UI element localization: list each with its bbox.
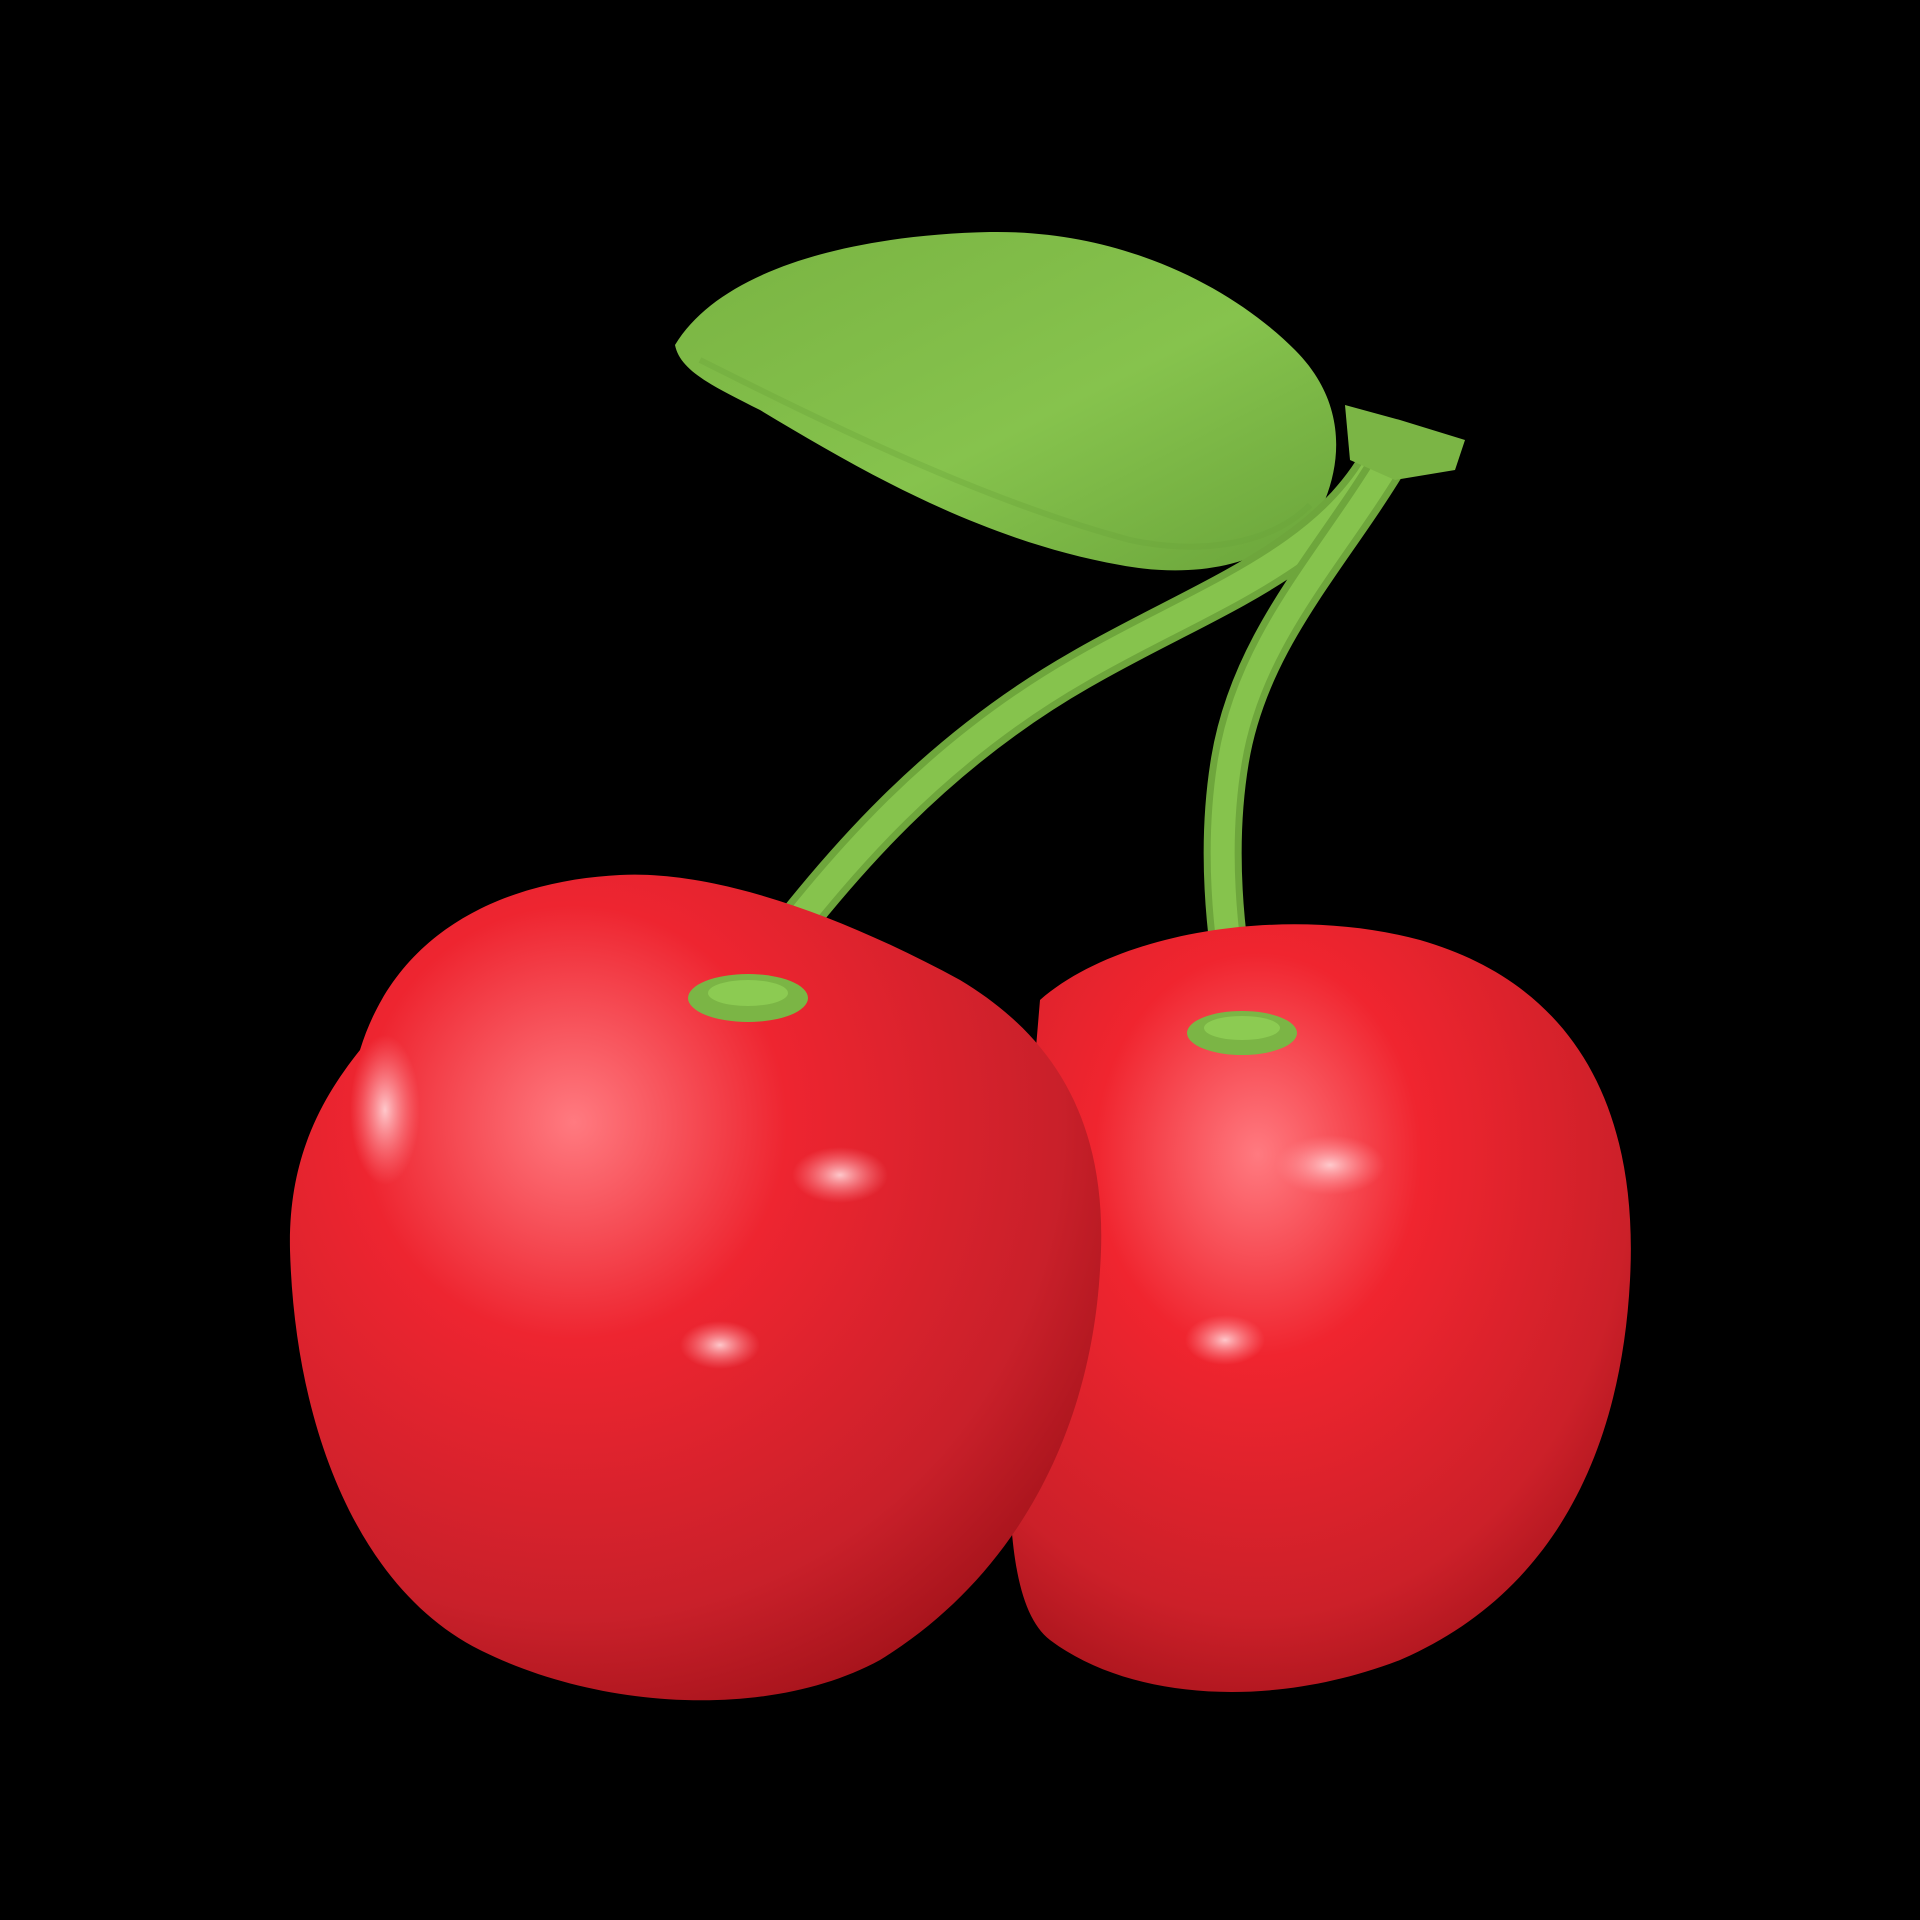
- leaf-icon: [675, 231, 1337, 571]
- left-cherry-icon: [289, 874, 1102, 1701]
- stem-icon: [725, 405, 1465, 1034]
- right-cherry-icon: [1009, 924, 1631, 1693]
